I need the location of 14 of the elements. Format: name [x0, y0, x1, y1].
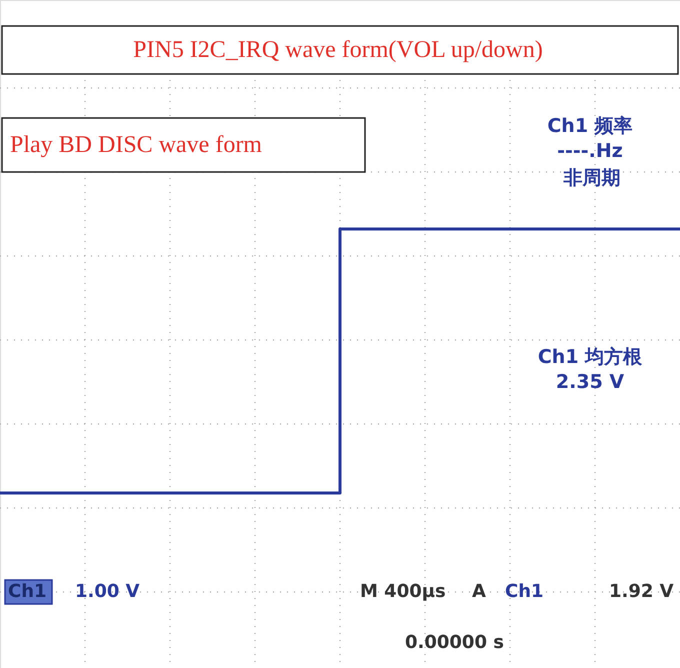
- text: A: [472, 581, 486, 602]
- text: 1.00 V: [75, 581, 140, 602]
- text: Play BD DISC wave form: [10, 132, 262, 158]
- text: ----.Hz: [557, 140, 623, 162]
- text: 非周期: [562, 167, 620, 189]
- text: M 400µs: [360, 581, 446, 602]
- text: Ch1: [505, 581, 544, 602]
- annotation: 2.35 V: [556, 371, 624, 393]
- text: Ch1: [8, 581, 47, 602]
- chart-title: PIN5 I2C_IRQ wave form(VOL up/down): [133, 37, 543, 63]
- text: 1.92 V: [609, 581, 674, 602]
- text: Ch1 频率: [547, 115, 633, 137]
- text: 0.00000 s: [405, 632, 504, 653]
- annotation: Ch1 均方根: [538, 346, 644, 368]
